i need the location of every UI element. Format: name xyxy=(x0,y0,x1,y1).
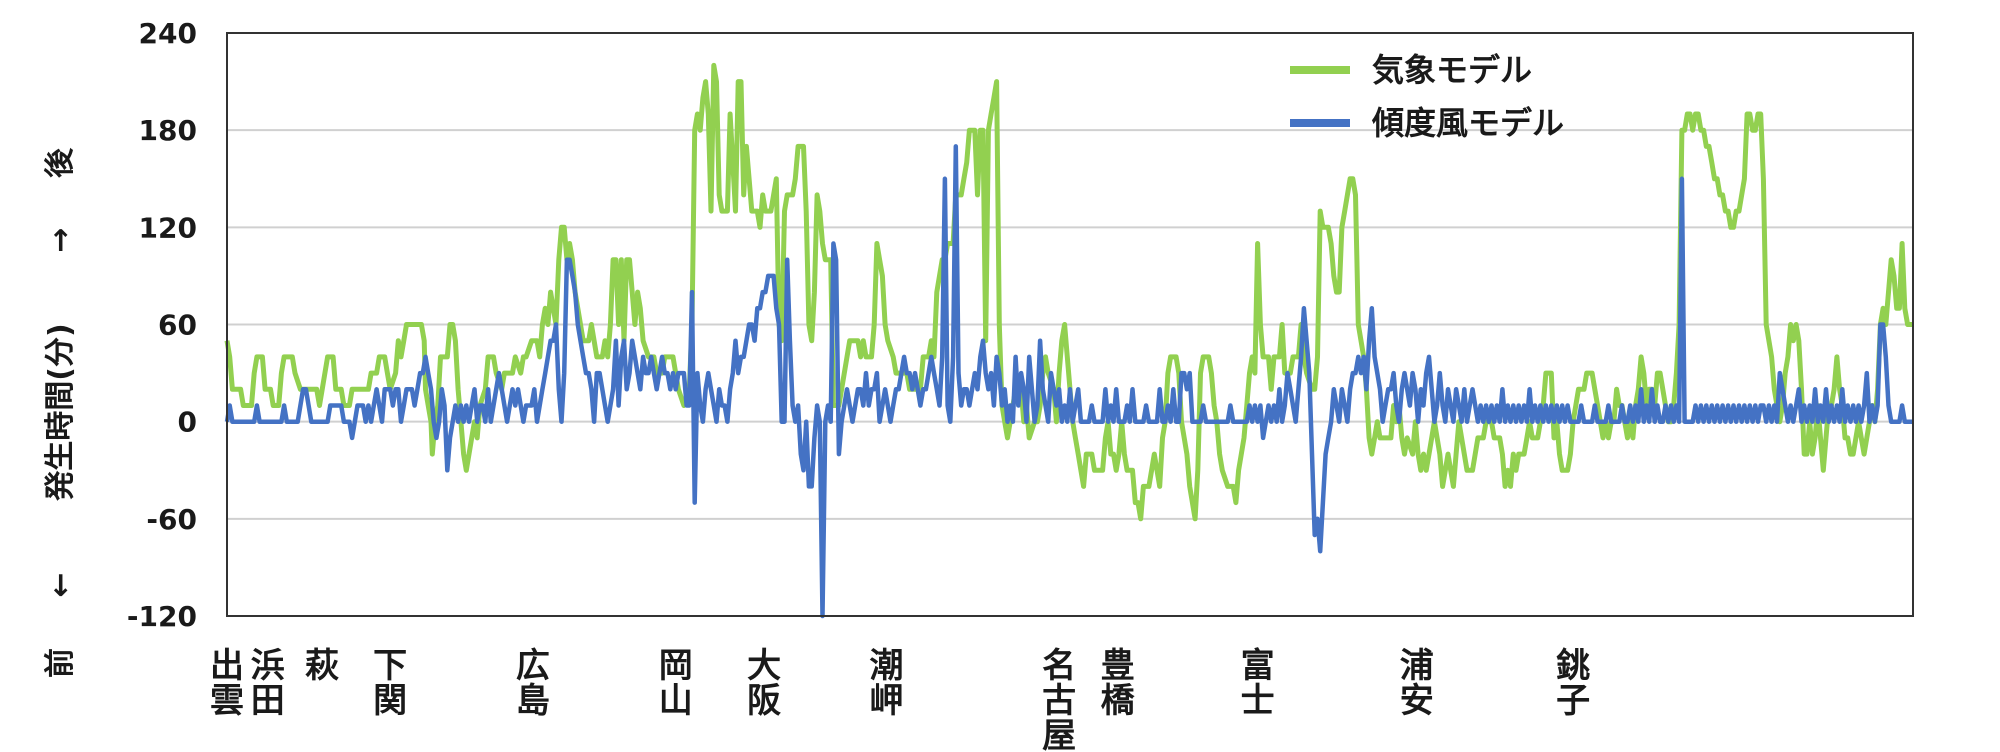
x-category-label: 浦安 xyxy=(1400,646,1434,721)
x-category-char: 阪 xyxy=(747,681,781,721)
y-tick-label: -120 xyxy=(127,600,197,633)
y-tick-label: 120 xyxy=(139,211,197,244)
x-category-char: 出 xyxy=(210,646,244,686)
x-category-char: 広 xyxy=(516,646,550,686)
gridlines xyxy=(227,129,1913,520)
legend-label-meteorological: 気象モデル xyxy=(1372,51,1532,89)
x-category-char: 大 xyxy=(747,646,781,686)
x-category-label: 広島 xyxy=(516,646,550,721)
y-axis-label-main: 発生時間(分) xyxy=(43,323,78,501)
x-category-label: 豊橋 xyxy=(1101,646,1135,721)
x-category-label: 下関 xyxy=(373,646,407,721)
y-axis-label-arrow-after: → xyxy=(43,227,78,252)
y-axis-label-before: 前 xyxy=(43,648,78,678)
legend: 気象モデル 傾度風モデル xyxy=(1290,51,1564,142)
x-category-char: 岡 xyxy=(659,646,693,686)
x-category-char: 岬 xyxy=(869,681,903,721)
x-category-char: 銚 xyxy=(1556,646,1590,686)
x-category-label: 名古屋 xyxy=(1042,646,1076,752)
x-category-label: 潮岬 xyxy=(869,646,903,721)
x-category-char: 古 xyxy=(1042,681,1076,721)
y-tick-label: -60 xyxy=(146,503,197,536)
x-category-char: 山 xyxy=(659,681,693,721)
x-category-char: 橋 xyxy=(1101,681,1135,721)
y-tick-label: 240 xyxy=(139,17,197,50)
y-tick-label: 180 xyxy=(139,114,197,147)
series-line-1 xyxy=(224,144,1913,619)
x-category-char: 屋 xyxy=(1042,716,1076,752)
x-category-char: 萩 xyxy=(305,646,339,686)
x-category-label: 出雲 xyxy=(210,646,244,721)
x-category-label: 萩 xyxy=(305,646,339,686)
x-category-char: 浦 xyxy=(1400,646,1434,686)
x-category-label: 大阪 xyxy=(747,646,781,721)
series-line-0 xyxy=(224,62,1913,522)
x-category-char: 島 xyxy=(516,681,550,721)
y-tick-label: 60 xyxy=(158,309,197,342)
x-category-char: 関 xyxy=(373,681,407,721)
series-lines xyxy=(224,62,1913,619)
x-category-char: 浜 xyxy=(251,646,285,686)
y-tick-label: 0 xyxy=(178,406,197,439)
x-category-char: 田 xyxy=(251,681,285,721)
x-category-label: 浜田 xyxy=(251,646,285,721)
x-category-char: 名 xyxy=(1042,646,1076,686)
x-category-char: 士 xyxy=(1241,681,1275,721)
x-category-label: 富士 xyxy=(1241,646,1275,721)
y-axis-label-arrow-before: ← xyxy=(43,572,78,597)
plot-frame xyxy=(226,32,1914,617)
x-category-char: 安 xyxy=(1400,681,1434,721)
x-category-char: 富 xyxy=(1241,646,1275,686)
legend-label-gradient-wind: 傾度風モデル xyxy=(1371,104,1564,142)
y-axis-label: 後 → 発生時間(分) ← 前 xyxy=(43,147,78,678)
x-category-label: 岡山 xyxy=(659,646,693,721)
x-category-label: 銚子 xyxy=(1556,646,1590,721)
x-category-char: 潮 xyxy=(869,646,903,686)
x-category-char: 子 xyxy=(1556,681,1590,721)
y-axis-ticks: -120 -60 0 60 120 180 240 xyxy=(127,17,197,633)
x-category-char: 雲 xyxy=(210,681,244,721)
y-axis-label-after: 後 xyxy=(43,147,78,178)
x-category-char: 下 xyxy=(373,646,407,686)
x-category-char: 豊 xyxy=(1101,646,1135,686)
